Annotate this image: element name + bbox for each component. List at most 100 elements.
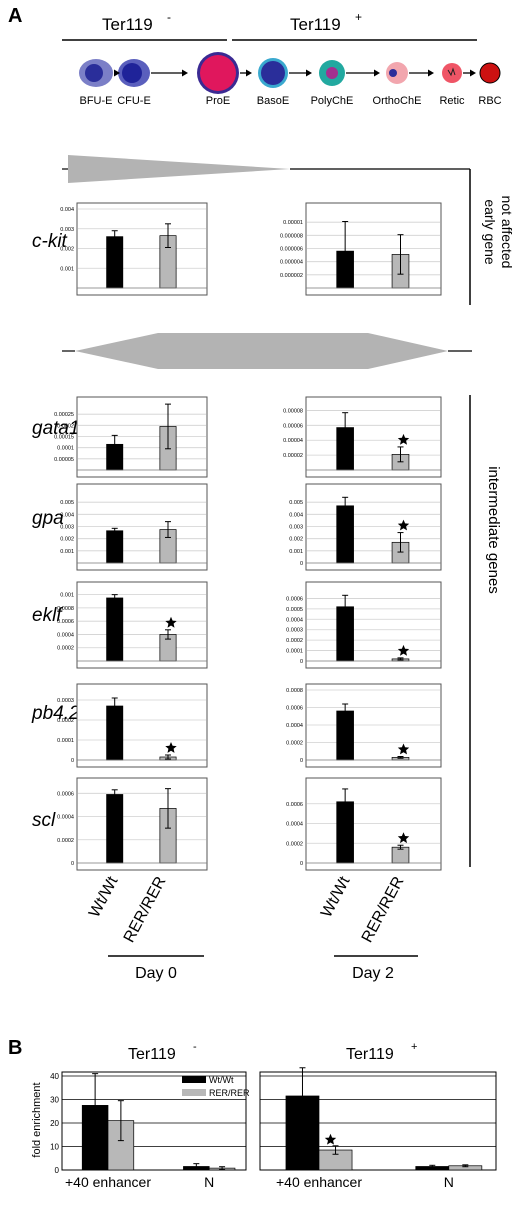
intermediate-gene-arrow bbox=[75, 333, 448, 369]
y-tick-label: 0.0002 bbox=[57, 838, 74, 844]
y-tick-label: 0.0004 bbox=[286, 822, 303, 828]
panel-b-ylabel: fold enrichment bbox=[31, 1082, 43, 1157]
cell-bfu-e bbox=[79, 59, 113, 87]
stage-arrow-head bbox=[182, 69, 188, 77]
ter119-positive-sup: + bbox=[355, 10, 362, 24]
y-tick-label: 0.002 bbox=[289, 537, 303, 543]
intermediate-genes-label: intermediate genes bbox=[485, 466, 502, 594]
cell-nucleus bbox=[326, 67, 338, 79]
y-tick-label: 0.0001 bbox=[57, 738, 74, 744]
significance-star bbox=[324, 1133, 337, 1145]
y-tick-label: 0.00001 bbox=[283, 220, 303, 226]
chart-c-kit-day2: 0.000002 0.000004 0.000006 0.000008 0.00001 bbox=[280, 202, 442, 296]
cell-nucleus bbox=[261, 61, 285, 85]
cell-nucleus bbox=[200, 55, 236, 91]
y-tick-label: 0.000008 bbox=[280, 233, 303, 239]
legend-label-wt: Wt/Wt bbox=[209, 1075, 234, 1085]
chart-frame bbox=[76, 777, 208, 871]
panel-b-title-sup: - bbox=[193, 1041, 197, 1053]
y-tick-label: 0.000002 bbox=[280, 273, 303, 279]
y-tick-label: 0.0002 bbox=[286, 638, 303, 644]
stage-arrow-head bbox=[470, 69, 476, 77]
chart-frame bbox=[76, 202, 208, 296]
y-tick-label: 0.0005 bbox=[286, 607, 303, 613]
y-tick-label: 0.0004 bbox=[57, 815, 74, 821]
chart-scl-day2: 0 0.0002 0.0004 0.0006 bbox=[286, 777, 442, 871]
y-tick-label: 0.0001 bbox=[286, 649, 303, 655]
y-tick-label: 0 bbox=[55, 1166, 60, 1175]
gene-label-scl: scl bbox=[32, 810, 56, 831]
ter119-negative-sup: - bbox=[167, 10, 171, 24]
y-tick-label: 0.0003 bbox=[286, 628, 303, 634]
legend-swatch-rer bbox=[182, 1089, 206, 1096]
x-label-rerrer-day2: RER/RER bbox=[359, 874, 408, 946]
significance-star bbox=[397, 644, 410, 656]
stage-label-polyche: PolyChE bbox=[311, 95, 354, 107]
y-tick-label: 0.0006 bbox=[286, 596, 303, 602]
x-label-wtwt-day2: Wt/Wt bbox=[318, 873, 354, 920]
chart-eklf-day2: 0 0.0001 0.0002 0.0003 0.0004 0.0005 0.0006 bbox=[286, 581, 442, 669]
y-tick-label: 0.0004 bbox=[286, 723, 303, 729]
early-gene-label: early gene bbox=[482, 199, 498, 265]
y-tick-label: 0.00005 bbox=[54, 457, 74, 463]
gene-label-eklf: eklf bbox=[32, 605, 63, 626]
panel-label-b: B bbox=[8, 1037, 22, 1059]
y-tick-label: 0.004 bbox=[60, 512, 74, 518]
y-tick-label: 0.00002 bbox=[283, 453, 303, 459]
legend-label-rer: RER/RER bbox=[209, 1088, 250, 1098]
y-tick-label: 0 bbox=[300, 758, 303, 764]
chart-frame bbox=[76, 483, 208, 571]
x-category-label: N bbox=[204, 1174, 214, 1190]
y-tick-label: 0.0004 bbox=[286, 617, 303, 623]
chart-scl-day0: 0 0.0002 0.0004 0.0006 bbox=[57, 777, 208, 871]
chart-frame bbox=[76, 683, 208, 768]
y-tick-label: 0.0002 bbox=[286, 741, 303, 747]
y-tick-label: 0.0002 bbox=[57, 718, 74, 724]
retic-marks bbox=[447, 67, 456, 77]
y-tick-label: 0 bbox=[71, 758, 74, 764]
chart-gpa-day2: 0 0.001 0.002 0.003 0.004 0.005 bbox=[289, 483, 442, 571]
stage-label-rbc: RBC bbox=[478, 95, 501, 107]
y-tick-label: 0.0006 bbox=[57, 791, 74, 797]
cell-rbc bbox=[479, 62, 501, 84]
y-tick-label: 0 bbox=[300, 561, 303, 567]
cell-retic bbox=[442, 63, 462, 83]
stage-arrow-head bbox=[374, 69, 380, 77]
day0-label: Day 0 bbox=[135, 965, 177, 982]
bar-wt bbox=[106, 597, 124, 662]
y-tick-label: 0.00015 bbox=[54, 435, 74, 441]
y-tick-label: 0.0002 bbox=[57, 646, 74, 652]
panel-label-a: A bbox=[8, 5, 22, 27]
panel-b-title: Ter119 bbox=[128, 1046, 176, 1063]
x-category-label: N bbox=[444, 1174, 454, 1190]
significance-star bbox=[397, 519, 410, 531]
x-label-wtwt-day0: Wt/Wt bbox=[86, 873, 122, 920]
x-category-label: +40 enhancer bbox=[65, 1174, 151, 1190]
stage-label-retic: Retic bbox=[439, 95, 465, 107]
y-tick-label: 0.0006 bbox=[286, 802, 303, 808]
chart-frame bbox=[305, 683, 442, 768]
y-tick-label: 0.002 bbox=[60, 537, 74, 543]
y-tick-label: 0.0006 bbox=[57, 619, 74, 625]
y-tick-label: 0.00025 bbox=[54, 412, 74, 418]
y-tick-label: 0.000006 bbox=[280, 247, 303, 253]
gene-label-gata1: gata1 bbox=[32, 418, 80, 439]
stage-label-bfu-e: BFU-E bbox=[80, 95, 113, 107]
chart-frame bbox=[305, 581, 442, 669]
chart-frame bbox=[305, 777, 442, 871]
y-tick-label: 0.001 bbox=[60, 593, 74, 599]
chart-gata1-day2: 0.00002 0.00004 0.00006 0.00008 bbox=[283, 396, 442, 478]
cell-nucleus bbox=[389, 69, 397, 77]
y-tick-label: 0.001 bbox=[289, 549, 303, 555]
chart-c-kit-day0: 0.001 0.002 0.003 0.004 bbox=[60, 202, 208, 296]
cell-polyche bbox=[319, 60, 345, 86]
gene-label-gpa: gpa bbox=[32, 508, 64, 529]
y-tick-label: 0.0004 bbox=[57, 632, 74, 638]
y-tick-label: 10 bbox=[50, 1143, 59, 1152]
chart-frame bbox=[76, 581, 208, 669]
stage-label-orthoche: OrthoChE bbox=[373, 95, 422, 107]
y-tick-label: 0.0008 bbox=[57, 606, 74, 612]
chart-gpa-day0: 0.001 0.002 0.003 0.004 0.005 bbox=[60, 483, 208, 571]
panel-b-legend: Wt/Wt RER/RER bbox=[182, 1075, 250, 1098]
